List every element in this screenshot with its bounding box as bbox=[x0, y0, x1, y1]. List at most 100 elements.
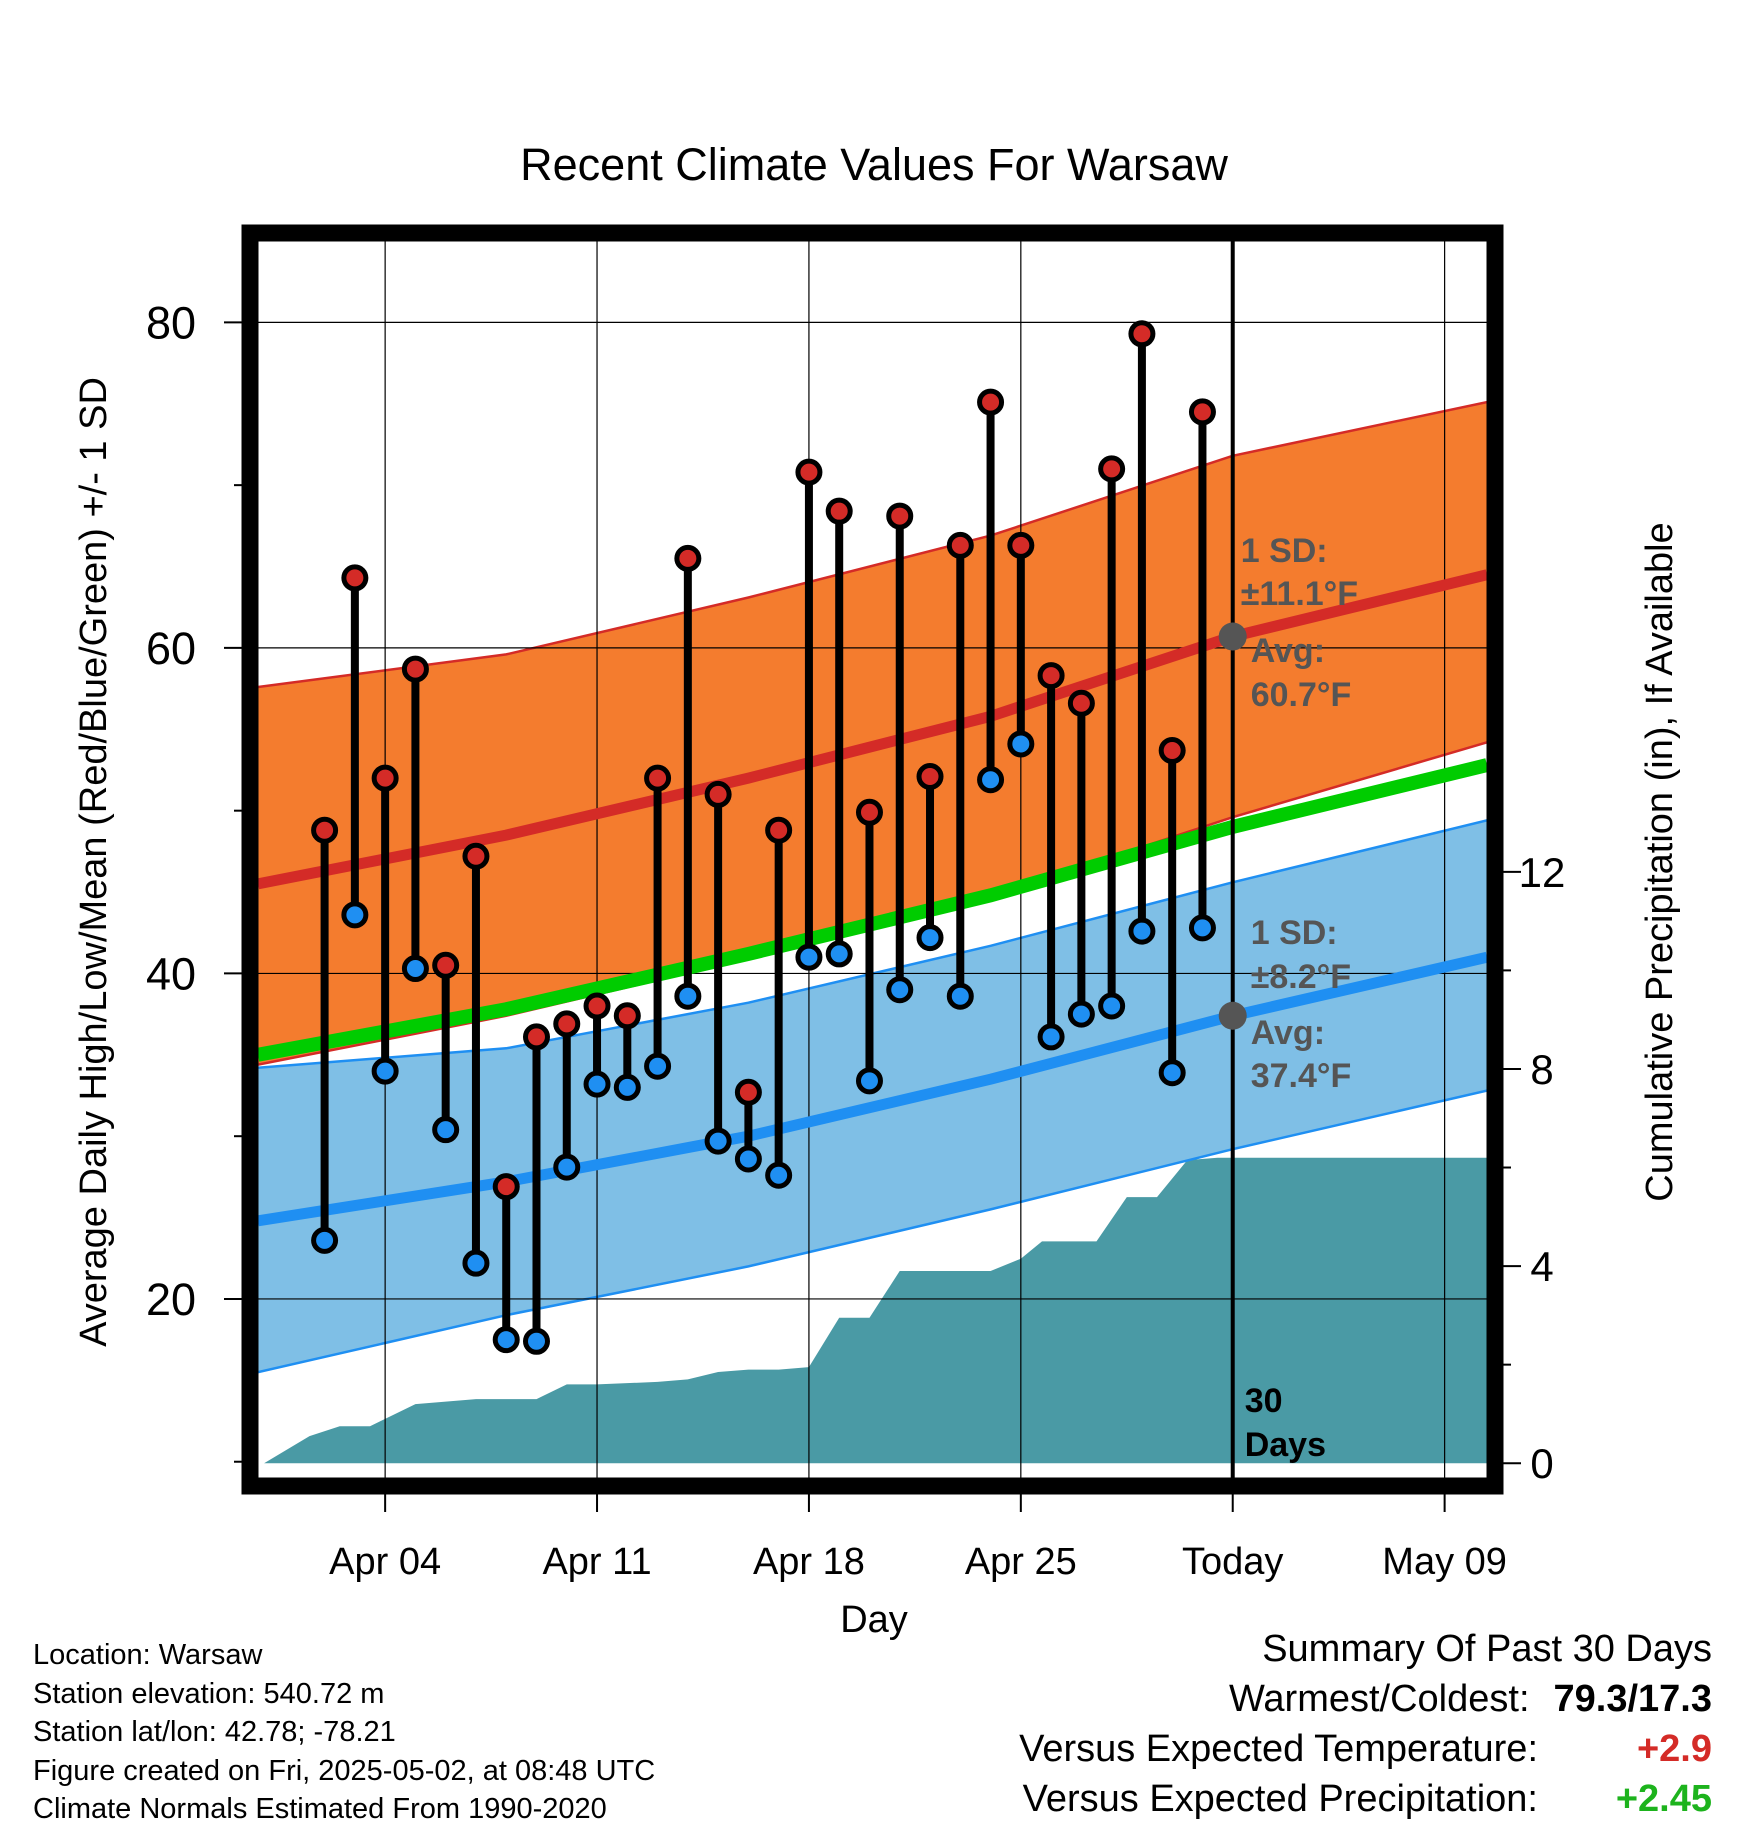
low-sd-band bbox=[258, 820, 1487, 1373]
high-avg-value: 60.7°F bbox=[1251, 676, 1352, 714]
x-axis-label: Day bbox=[840, 1599, 908, 1641]
daily-low-point bbox=[977, 766, 1005, 794]
daily-low-point bbox=[553, 1153, 581, 1181]
daily-high-point bbox=[1128, 320, 1156, 348]
daily-low-point bbox=[734, 1145, 762, 1173]
daily-high-point bbox=[674, 544, 702, 572]
daily-high-point bbox=[311, 816, 339, 844]
daily-low-point bbox=[401, 955, 429, 983]
daily-low-point bbox=[462, 1249, 490, 1277]
summary-warm-cold: Warmest/Coldest: 79.3/17.3 bbox=[1019, 1674, 1712, 1724]
temp-value: +2.9 bbox=[1636, 1728, 1712, 1770]
low-sd-lower-line bbox=[258, 1089, 1487, 1374]
location-text: Location: Warsaw bbox=[33, 1639, 263, 1671]
daily-high-point bbox=[916, 762, 944, 790]
daily-low-point bbox=[341, 901, 369, 929]
daily-high-point bbox=[613, 1002, 641, 1030]
window-days-number: 30 bbox=[1245, 1382, 1283, 1420]
daily-low-point bbox=[522, 1327, 550, 1355]
x-tick-label: Apr 11 bbox=[542, 1541, 651, 1583]
daily-high-point bbox=[462, 842, 490, 870]
daily-high-point bbox=[1158, 736, 1186, 764]
y2-tick-label: 4 bbox=[1530, 1243, 1553, 1290]
daily-high-point bbox=[704, 780, 732, 808]
normal-low-line bbox=[258, 951, 1487, 1227]
low-avg-marker bbox=[1218, 1001, 1247, 1030]
warm-cold-value: 79.3/17.3 bbox=[1553, 1678, 1712, 1720]
summary-title: Summary Of Past 30 Days bbox=[1262, 1628, 1712, 1670]
precip-area bbox=[264, 1157, 1487, 1464]
warm-cold-label: Warmest/Coldest: bbox=[1228, 1678, 1530, 1720]
daily-low-point bbox=[1007, 730, 1035, 758]
window-days-unit: Days bbox=[1245, 1426, 1326, 1464]
y2-tick-label: 12 bbox=[1519, 849, 1566, 896]
low-sd-value: ±8.2°F bbox=[1251, 958, 1351, 996]
y-axis-label: Average Daily High/Low/Mean (Red/Blue/Gr… bbox=[73, 377, 115, 1347]
y-tick-label: 20 bbox=[146, 1274, 196, 1325]
daily-low-point bbox=[1067, 1000, 1095, 1028]
high-sd-value: ±11.1°F bbox=[1241, 575, 1358, 613]
daily-low-point bbox=[1128, 917, 1156, 945]
high-avg-title: Avg: bbox=[1251, 632, 1325, 670]
high-sd-title: 1 SD: bbox=[1241, 532, 1328, 570]
plot-frame bbox=[241, 224, 1504, 1495]
y-tick-label: 40 bbox=[146, 948, 196, 999]
daily-low-point bbox=[644, 1052, 672, 1080]
daily-high-point bbox=[371, 764, 399, 792]
daily-high-point bbox=[855, 798, 883, 826]
daily-low-point bbox=[825, 940, 853, 968]
low-avg-value: 37.4°F bbox=[1251, 1057, 1352, 1095]
summary-panel: Summary Of Past 30 Days Warmest/Coldest:… bbox=[1019, 1624, 1712, 1824]
summary-temp: Versus Expected Temperature: +2.9 bbox=[1019, 1724, 1712, 1774]
daily-low-point bbox=[674, 982, 702, 1010]
summary-precip: Versus Expected Precipitation: +2.45 bbox=[1019, 1774, 1712, 1824]
normals-text: Climate Normals Estimated From 1990-2020 bbox=[33, 1793, 607, 1825]
daily-high-point bbox=[946, 531, 974, 559]
daily-high-point bbox=[1188, 398, 1216, 426]
daily-high-point bbox=[644, 764, 672, 792]
high-sd-band bbox=[258, 402, 1487, 1065]
daily-high-point bbox=[765, 816, 793, 844]
daily-low-point bbox=[1037, 1023, 1065, 1051]
daily-high-point bbox=[977, 388, 1005, 416]
created-text: Figure created on Fri, 2025-05-02, at 08… bbox=[33, 1754, 656, 1787]
daily-high-point bbox=[886, 502, 914, 530]
daily-low-point bbox=[371, 1057, 399, 1085]
daily-low-point bbox=[583, 1070, 611, 1098]
daily-low-point bbox=[1098, 992, 1126, 1020]
high-avg-marker bbox=[1218, 622, 1247, 651]
daily-low-point bbox=[946, 982, 974, 1010]
temp-label: Versus Expected Temperature: bbox=[1019, 1728, 1538, 1770]
daily-high-point bbox=[522, 1023, 550, 1051]
daily-low-point bbox=[886, 976, 914, 1004]
daily-high-point bbox=[1098, 455, 1126, 483]
daily-high-point bbox=[432, 951, 460, 979]
daily-low-point bbox=[311, 1226, 339, 1254]
daily-high-point bbox=[492, 1173, 520, 1201]
plot-interior bbox=[258, 241, 1487, 1478]
chart-title: Recent Climate Values For Warsaw bbox=[520, 139, 1228, 190]
precip-label: Versus Expected Precipitation: bbox=[1022, 1778, 1538, 1820]
y-tick-label: 80 bbox=[146, 297, 196, 348]
x-tick-label: Today bbox=[1182, 1541, 1283, 1583]
daily-low-point bbox=[855, 1067, 883, 1095]
x-tick-label: Apr 18 bbox=[753, 1541, 865, 1583]
daily-high-point bbox=[583, 992, 611, 1020]
daily-high-point bbox=[1037, 662, 1065, 690]
plot-area: 1 SD: ±11.1°F Avg: 60.7°F 1 SD: ±8.2°F Avg: 37.… bbox=[146, 224, 1566, 1583]
daily-low-point bbox=[613, 1073, 641, 1101]
daily-high-point bbox=[401, 655, 429, 683]
station-info: Location: Warsaw Station elevation: 540.… bbox=[33, 1636, 655, 1829]
daily-low-point bbox=[1188, 914, 1216, 942]
high-sd-upper-line bbox=[258, 400, 1487, 689]
low-avg-title: Avg: bbox=[1251, 1014, 1325, 1052]
y2-tick-label: 0 bbox=[1530, 1440, 1553, 1487]
daily-low-point bbox=[1158, 1059, 1186, 1087]
daily-low-point bbox=[704, 1127, 732, 1155]
daily-low-point bbox=[916, 924, 944, 952]
y2-tick-label: 8 bbox=[1530, 1046, 1553, 1093]
normal-high-line bbox=[258, 569, 1487, 890]
low-sd-title: 1 SD: bbox=[1251, 914, 1338, 952]
elevation-text: Station elevation: 540.72 m bbox=[33, 1677, 385, 1710]
